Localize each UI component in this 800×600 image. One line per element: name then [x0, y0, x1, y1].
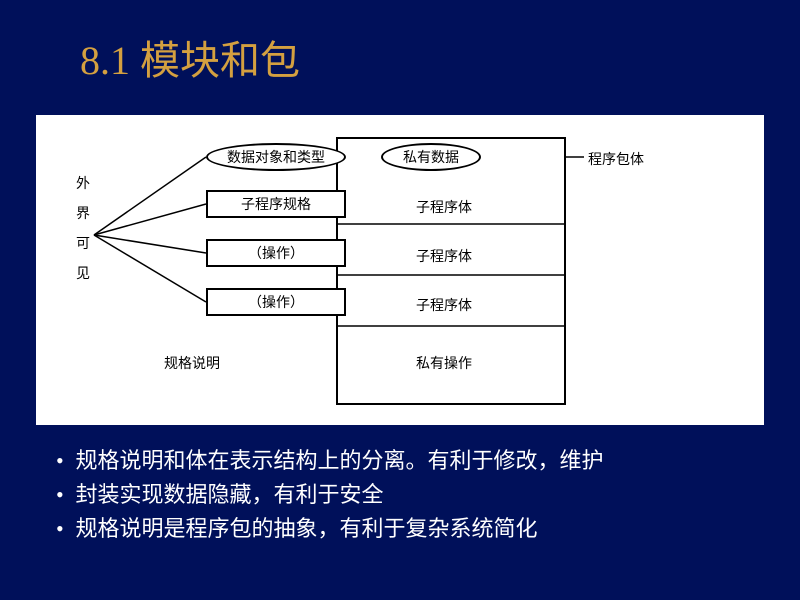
label: 子程序规格	[241, 194, 311, 214]
bullet-list: • 规格说明和体在表示结构上的分离。有利于修改，维护• 封装实现数据隐藏，有利于…	[56, 444, 604, 546]
node-private-data: 私有数据	[381, 143, 481, 171]
label-body-1: 子程序体	[416, 197, 472, 217]
label: 私有数据	[403, 147, 459, 167]
label-spec-note: 规格说明	[164, 353, 220, 373]
external-char: 界	[76, 203, 90, 233]
slide-title: 8.1 模块和包	[80, 28, 300, 86]
label: 数据对象和类型	[227, 147, 325, 167]
bullet-text: 规格说明和体在表示结构上的分离。有利于修改，维护	[70, 448, 604, 473]
slide-root: 8.1 模块和包 数据对象和类型 私有数据 子程序规格 （操作） （操作） 子程…	[0, 0, 800, 600]
label-external-visible: 外界可见	[76, 173, 90, 293]
diagram-panel: 数据对象和类型 私有数据 子程序规格 （操作） （操作） 子程序体 子程序体 子…	[36, 115, 764, 425]
node-spec-3: （操作）	[206, 288, 346, 316]
node-data-type: 数据对象和类型	[206, 143, 346, 171]
label: （操作）	[248, 243, 304, 263]
label-private-op: 私有操作	[416, 353, 472, 373]
external-char: 外	[76, 173, 90, 203]
label: （操作）	[248, 292, 304, 312]
bullet-item: • 规格说明和体在表示结构上的分离。有利于修改，维护	[56, 444, 604, 478]
node-spec-1: 子程序规格	[206, 190, 346, 218]
bullet-text: 规格说明是程序包的抽象，有利于复杂系统简化	[70, 516, 538, 541]
label-package-body: 程序包体	[588, 149, 644, 169]
bullet-dot: •	[56, 512, 70, 546]
label-body-2: 子程序体	[416, 246, 472, 266]
external-char: 可	[76, 233, 90, 263]
external-char: 见	[76, 263, 90, 293]
node-spec-2: （操作）	[206, 239, 346, 267]
bullet-text: 封装实现数据隐藏，有利于安全	[70, 482, 384, 507]
bullet-item: • 封装实现数据隐藏，有利于安全	[56, 478, 604, 512]
bullet-item: • 规格说明是程序包的抽象，有利于复杂系统简化	[56, 512, 604, 546]
bullet-dot: •	[56, 444, 70, 478]
bullet-dot: •	[56, 478, 70, 512]
label-body-3: 子程序体	[416, 295, 472, 315]
